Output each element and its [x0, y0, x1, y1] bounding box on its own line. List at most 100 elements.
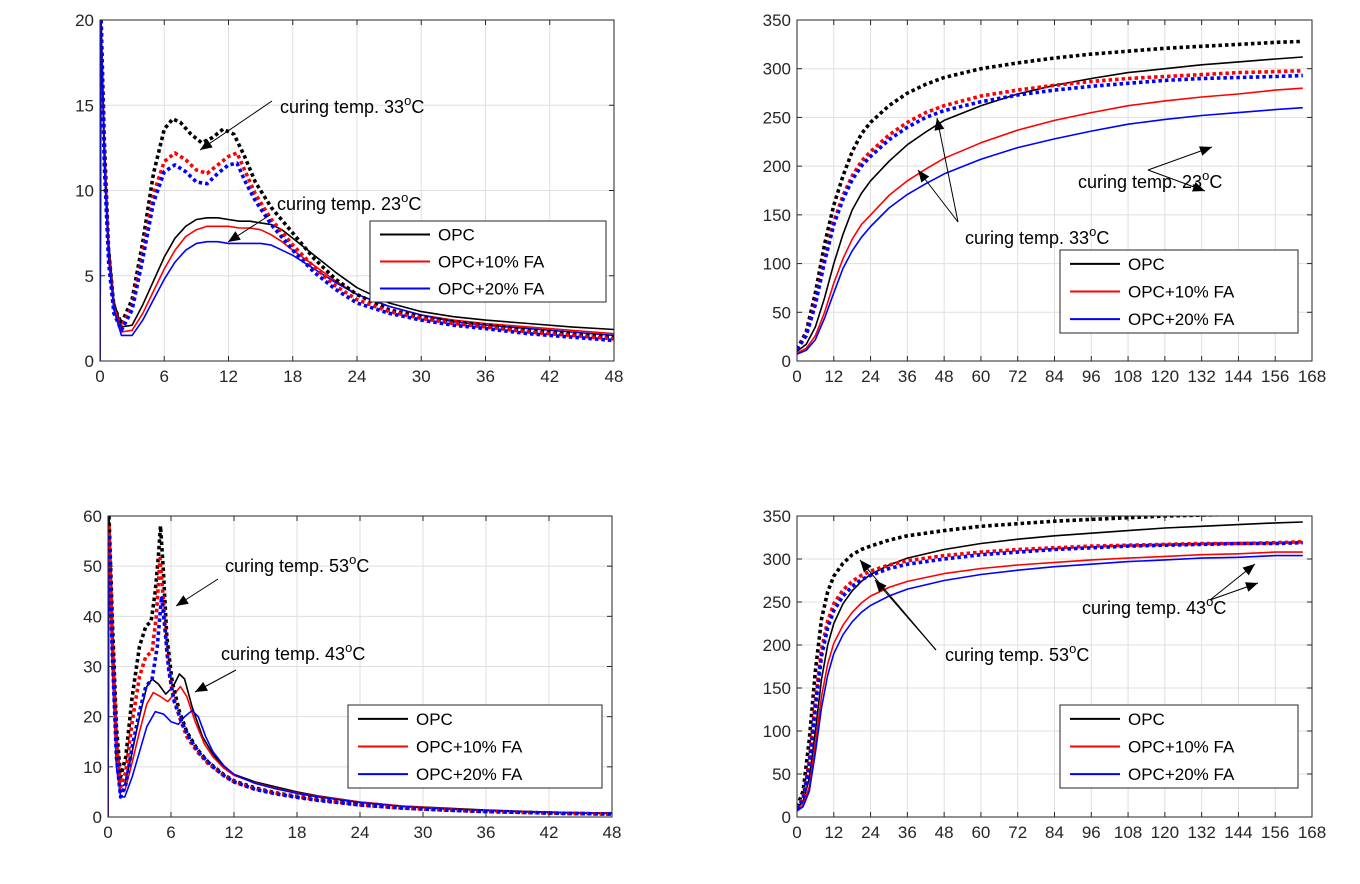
y-tick-label: 200 [763, 157, 791, 176]
y-tick-label: 350 [763, 507, 791, 526]
x-tick-label: 168 [1298, 367, 1326, 386]
annotation-sup: o [349, 552, 356, 567]
x-tick-label: 96 [1082, 367, 1101, 386]
x-tick-label: 72 [1008, 823, 1027, 842]
annotation-sup: o [401, 190, 408, 205]
x-tick-label: 120 [1151, 823, 1179, 842]
x-tick-label: 12 [225, 823, 244, 842]
ticks: 0 6 12 18 24 30 36 42 48 0 5 10 15 20 [75, 11, 623, 386]
series-line-opc-20-fa-solid [797, 106, 1303, 355]
y-tick-label: 5 [85, 267, 94, 286]
annotation-main: curing temp. 43 [221, 644, 345, 664]
y-tick-label: 50 [772, 765, 791, 784]
annotation-sup: o [1206, 594, 1213, 609]
legend-entry: OPC+20% FA [1128, 765, 1235, 784]
annotation-main: curing temp. 23 [277, 194, 401, 214]
annotation-sup: o [1202, 168, 1209, 183]
annotation-arrowhead [1242, 564, 1255, 576]
annotation-suffix: C [352, 644, 365, 664]
annotation-suffix: C [1213, 598, 1226, 618]
y-tick-label: 50 [83, 557, 102, 576]
y-tick-label: 150 [763, 206, 791, 225]
y-tick-label: 20 [83, 708, 102, 727]
x-tick-label: 120 [1151, 367, 1179, 386]
y-tick-label: 10 [75, 182, 94, 201]
annotation-arrowhead [176, 595, 189, 606]
x-tick-label: 60 [971, 823, 990, 842]
series-group [797, 516, 1303, 812]
panel-c: 0 6 12 18 24 30 36 42 48 0 10 20 30 40 50 60 curing temp… [83, 507, 621, 842]
annotation-suffix: C [411, 97, 424, 117]
series-line-opc-20-fa-dotted [797, 73, 1303, 351]
grid [99, 19, 615, 362]
legend-entry: OPC [1128, 255, 1165, 274]
annotation-main: curing temp. 43 [1082, 598, 1206, 618]
x-tick-label: 144 [1224, 367, 1252, 386]
legend-entry: OPC [1128, 710, 1165, 729]
annotation-arrowhead [918, 170, 930, 183]
annotation-text: curing temp. 43oC [1082, 594, 1226, 618]
y-tick-label: 0 [782, 808, 791, 827]
annotation-main: curing temp. 53 [225, 556, 349, 576]
series-line-opc-solid [797, 56, 1303, 352]
annotation-arrowhead [195, 681, 208, 692]
y-tick-label: 10 [83, 758, 102, 777]
annotation-arrowhead [875, 580, 887, 593]
y-tick-label: 200 [763, 636, 791, 655]
series-line-opc-10-fa-solid [797, 87, 1303, 354]
annotation-main: curing temp. 23 [1078, 172, 1202, 192]
annotation-main: curing temp. 53 [945, 645, 1069, 665]
y-tick-label: 300 [763, 550, 791, 569]
annotation-arrowhead [1245, 582, 1258, 592]
annotation-text: curing temp. 53oC [225, 552, 369, 576]
annotation-text: curing temp. 53oC [945, 641, 1089, 665]
annotation-text: curing temp. 43oC [221, 640, 365, 664]
x-tick-label: 18 [288, 823, 307, 842]
legend: OPC OPC+10% FA OPC+20% FA [369, 220, 607, 303]
y-tick-label: 0 [85, 352, 94, 371]
x-tick-label: 0 [103, 823, 112, 842]
legend-entry: OPC+20% FA [438, 280, 545, 299]
legend-entry: OPC [438, 226, 475, 245]
annotation-sup: o [1089, 224, 1096, 239]
annotation-arrow-line [874, 579, 937, 651]
x-tick-label: 48 [603, 823, 622, 842]
x-tick-label: 24 [861, 367, 880, 386]
x-tick-label: 42 [540, 367, 559, 386]
x-tick-label: 24 [351, 823, 370, 842]
panel-b: 0 12 24 36 48 60 72 84 96 108 120 132 144 156 168 0 50 10… [763, 11, 1327, 386]
annotation-main: curing temp. 33 [280, 97, 404, 117]
x-tick-label: 108 [1114, 823, 1142, 842]
legend: OPC OPC+10% FA OPC+20% FA [1059, 249, 1299, 334]
x-tick-label: 36 [898, 823, 917, 842]
x-tick-label: 48 [935, 823, 954, 842]
ticks: 0 12 24 36 48 60 72 84 96 108 120 132 144 156 168 0 50 10… [763, 507, 1327, 842]
series-line-opc-10-fa-dotted [797, 540, 1303, 810]
x-tick-label: 96 [1082, 823, 1101, 842]
y-tick-label: 100 [763, 722, 791, 741]
series-line-opc-10-fa-dotted [797, 68, 1303, 351]
annotation-arrowhead [1192, 182, 1205, 192]
series-line-opc-10-fa-solid [797, 551, 1303, 811]
x-tick-label: 0 [792, 823, 801, 842]
x-tick-label: 12 [824, 367, 843, 386]
annotation-suffix: C [408, 194, 421, 214]
annotation-arrowhead [200, 139, 213, 150]
series-line-opc-dotted [797, 39, 1303, 351]
x-tick-label: 24 [861, 823, 880, 842]
annotation-sup: o [1069, 641, 1076, 656]
legend-entry: OPC+10% FA [1128, 283, 1235, 302]
series-group [108, 516, 612, 817]
series-line-opc-20-fa-dotted [100, 20, 614, 343]
y-tick-label: 40 [83, 607, 102, 626]
x-tick-label: 132 [1187, 823, 1215, 842]
x-tick-label: 0 [95, 367, 104, 386]
series-line-opc-solid [100, 20, 614, 361]
x-tick-label: 48 [935, 367, 954, 386]
x-tick-label: 36 [898, 367, 917, 386]
x-tick-label: 6 [160, 367, 169, 386]
x-tick-label: 30 [412, 367, 431, 386]
